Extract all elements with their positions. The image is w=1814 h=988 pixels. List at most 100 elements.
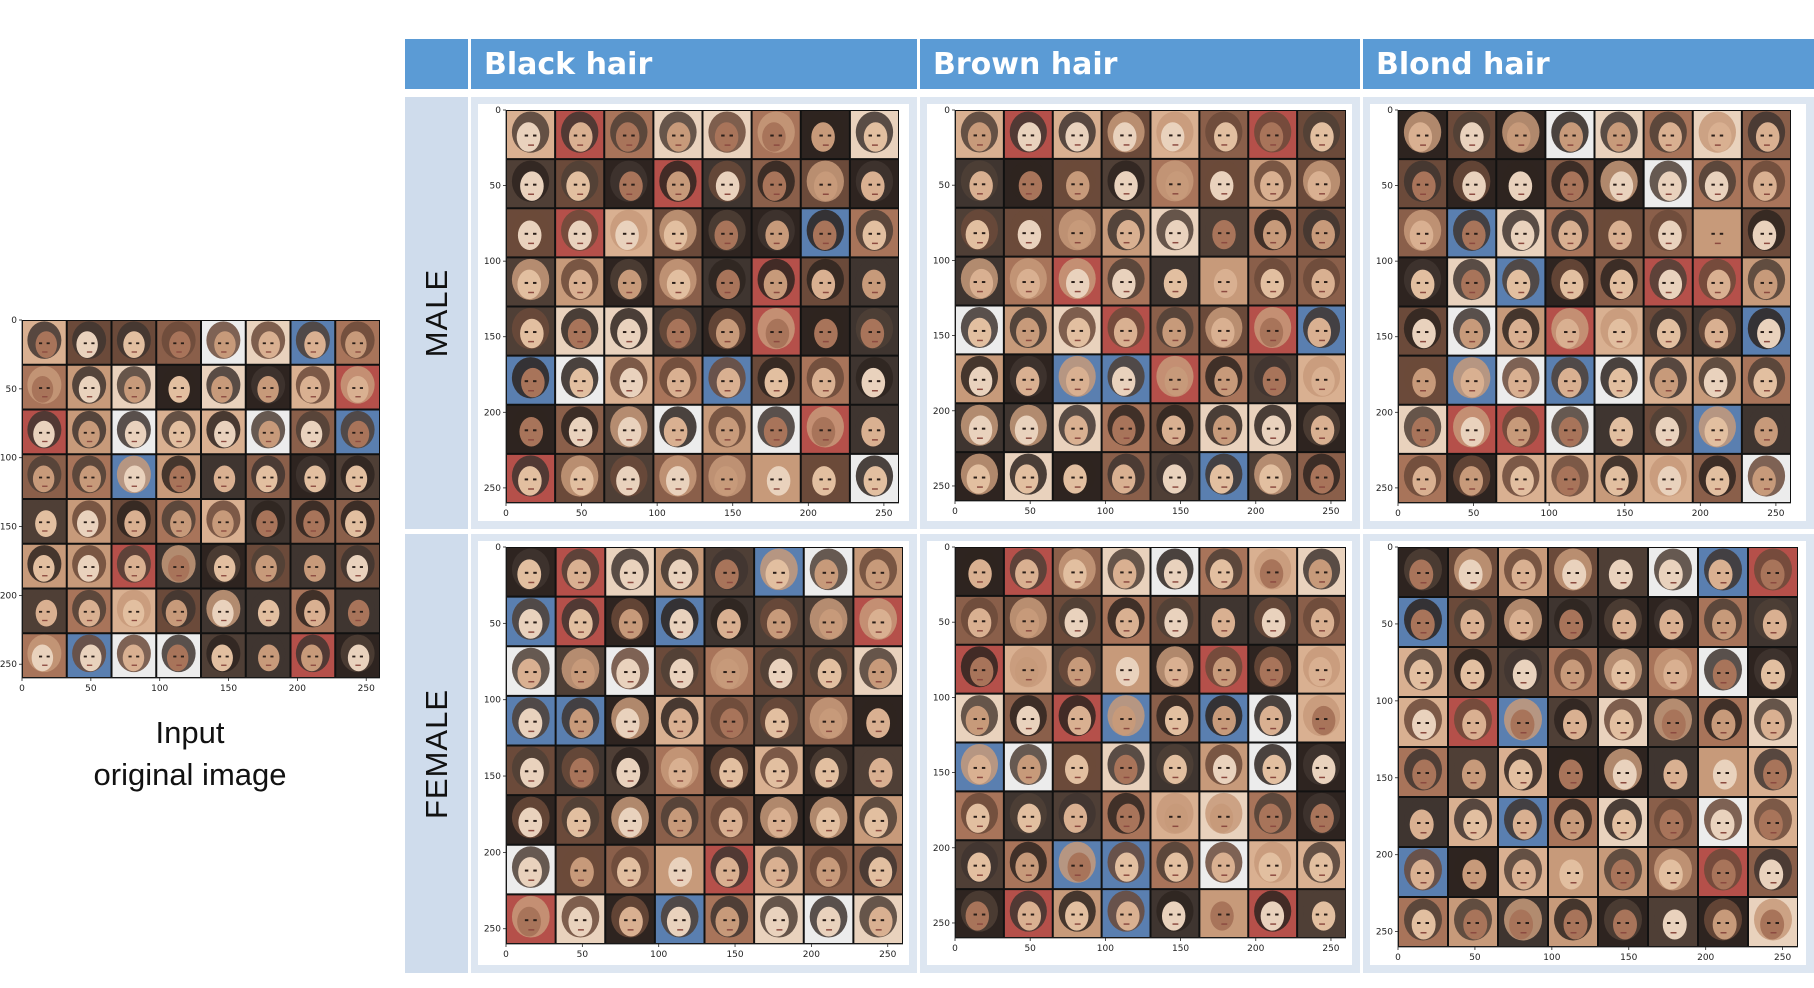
face-thumbnail [1102,111,1150,158]
face-thumbnail [1448,258,1496,306]
input-caption: Input original image [60,712,320,796]
face-thumbnail [1102,890,1150,937]
face-thumbnail [67,634,111,677]
face-thumbnail [202,589,245,633]
face-thumbnail [1497,405,1545,453]
face-thumbnail [1449,698,1497,746]
face-thumbnail [246,410,290,454]
face-thumbnail [1102,404,1150,452]
face-thumbnail [1546,258,1594,306]
face-thumbnail [956,743,1003,791]
face-thumbnail [956,596,1003,644]
face-thumbnail [752,209,800,257]
x-tick-label: 50 [1468,509,1480,519]
face-thumbnail [1053,548,1101,595]
x-tick-label: 100 [1097,507,1114,517]
face-thumbnail [1151,404,1199,452]
face-thumbnail [556,111,604,159]
face-thumbnail [801,356,849,404]
face-thumbnail [1497,160,1545,208]
x-tick-label: 250 [1767,509,1784,519]
face-thumbnail [755,746,803,795]
face-thumbnail [1053,694,1101,742]
face-thumbnail [1595,209,1643,257]
face-thumbnail [336,634,379,677]
face-thumbnail [1004,548,1052,595]
face-thumbnail [1599,898,1647,946]
face-thumbnail [202,410,245,454]
face-thumbnail [1399,258,1447,306]
face-thumbnail [1200,694,1248,742]
x-tick-label: 150 [1616,509,1633,519]
face-thumbnail [605,454,653,502]
face-thumbnail [1399,698,1447,746]
face-thumbnail [605,111,653,159]
face-thumbnail [1399,798,1447,846]
face-thumbnail [1699,548,1747,596]
face-thumbnail [291,365,335,409]
face-thumbnail [1749,798,1797,846]
face-thumbnail [1497,258,1545,306]
face-thumbnail [1151,841,1199,889]
x-tick-label: 150 [1620,953,1637,963]
face-thumbnail [507,307,555,355]
y-tick-label: 200 [484,408,501,418]
face-thumbnail [654,209,702,257]
face-thumbnail [1249,596,1297,644]
face-thumbnail [1546,209,1594,257]
face-thumbnail [1298,890,1345,937]
face-thumbnail [1448,111,1496,159]
x-tick-label: 200 [1247,944,1264,954]
y-tick-label: 100 [1376,697,1393,707]
face-thumbnail [1599,648,1647,696]
y-tick-label: 200 [1376,408,1393,418]
x-tick-label: 0 [503,950,509,960]
face-thumbnail [703,307,751,355]
face-thumbnail [556,160,604,208]
face-thumbnail [654,405,702,453]
face-thumbnail [1595,111,1643,159]
face-thumbnail [291,544,335,588]
face-thumbnail [507,597,555,646]
face-thumbnail [1004,792,1052,840]
face-thumbnail [703,356,751,404]
face-thumbnail [507,647,555,695]
face-thumbnail [1151,548,1199,595]
face-thumbnail [1499,648,1547,696]
face-thumbnail [112,500,156,543]
face-thumbnail [1298,548,1345,595]
cell-male-blond-hair: 0 50 100 150 200 250 0 50 100 150 200 250 [1363,97,1814,529]
face-thumbnail [1599,798,1647,846]
face-thumbnail [1102,548,1150,595]
face-thumbnail [1644,307,1692,355]
face-thumbnail [654,111,702,159]
face-thumbnail [1448,454,1496,502]
face-thumbnail [1644,209,1692,257]
y-tick-label: 250 [1376,484,1393,494]
face-thumbnail [1053,453,1101,500]
face-thumbnail [1742,307,1790,355]
x-tick-label: 250 [879,950,896,960]
face-thumbnail [112,365,156,409]
y-tick-label: 200 [484,848,501,858]
face-thumbnail [1549,548,1597,596]
y-tick-label: 150 [1376,333,1393,343]
face-thumbnail [850,405,898,453]
face-thumbnail [1742,454,1790,502]
y-tick-label: 50 [490,619,502,629]
face-thumbnail [1004,645,1052,693]
generated-plot-male-blond-hair: 0 50 100 150 200 250 0 50 100 150 200 250 [1376,106,1791,519]
x-tick-label: 100 [650,950,667,960]
x-tick-label: 250 [358,684,375,694]
face-thumbnail [1053,306,1101,354]
face-thumbnail [755,845,803,894]
face-thumbnail [1151,890,1199,937]
x-tick-label: 100 [649,509,666,519]
face-thumbnail [1102,159,1150,207]
face-thumbnail [1749,898,1797,946]
face-thumbnail [850,258,898,306]
face-thumbnail [1298,159,1345,207]
face-thumbnail [801,258,849,306]
face-thumbnail [157,455,200,498]
face-thumbnail [1298,694,1345,742]
